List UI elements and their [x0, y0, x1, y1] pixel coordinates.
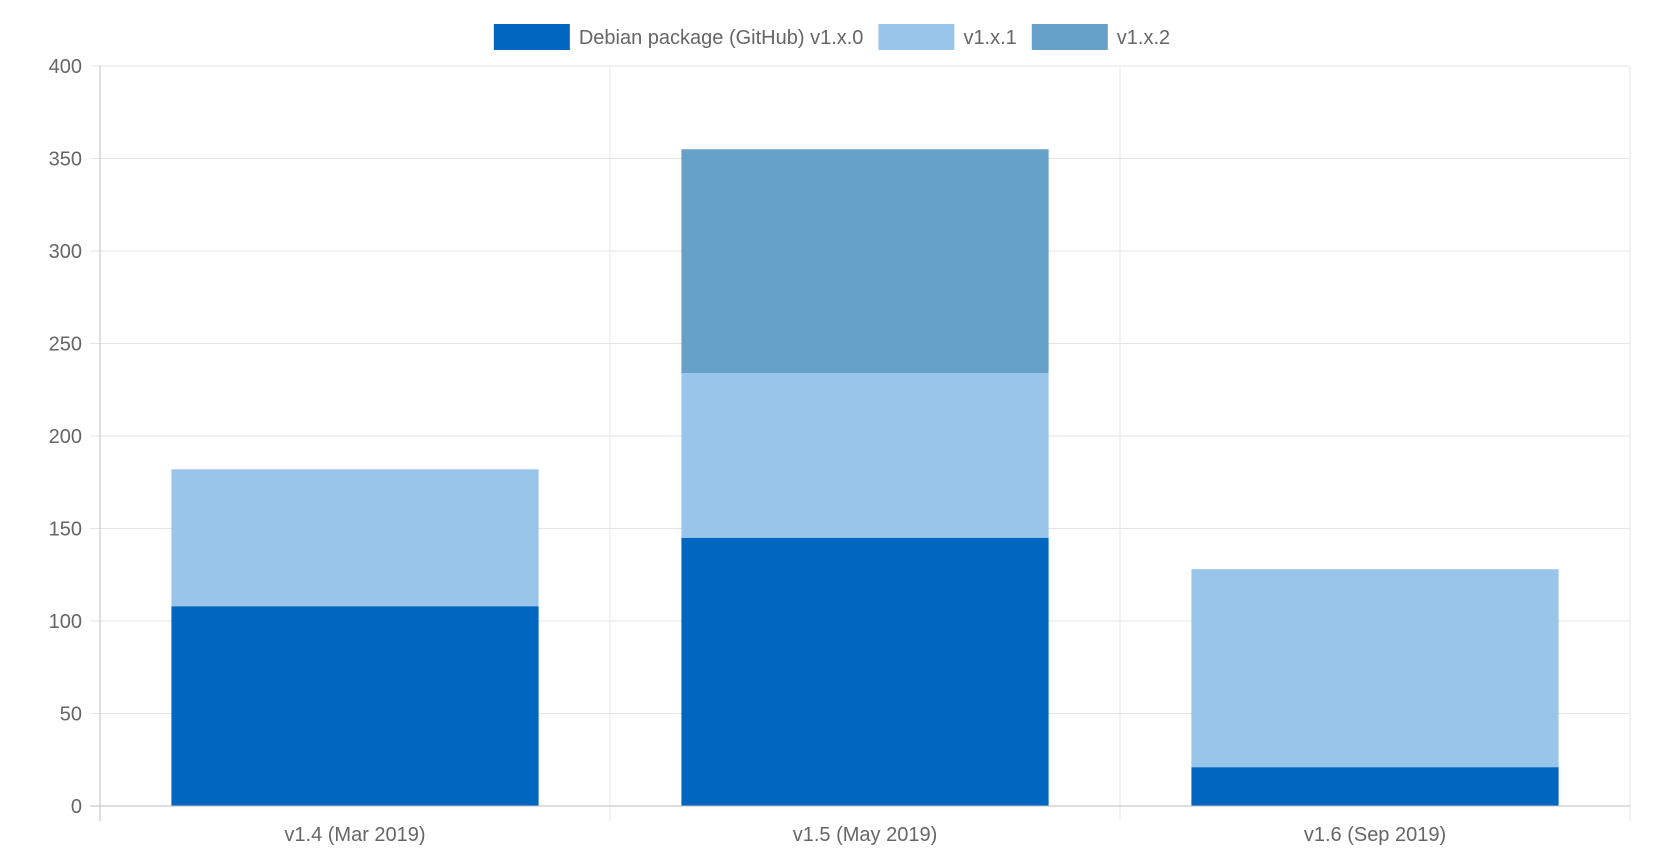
y-tick-label: 0	[71, 796, 82, 818]
legend-swatch	[1031, 24, 1108, 50]
legend-label: v1.x.2	[1117, 27, 1170, 49]
y-tick-label: 300	[49, 241, 82, 263]
x-axis-tick-labels: v1.4 (Mar 2019) v1.5 (May 2019) v1.6 (Sep …	[284, 824, 1446, 846]
bar-segment	[681, 537, 1049, 806]
y-tick-label: 200	[49, 426, 82, 448]
y-axis-tick-labels: 0 50 100 150 200 250 300 350 400	[49, 56, 82, 818]
y-tick-label: 400	[49, 56, 82, 78]
bar-segment	[171, 469, 539, 607]
y-tick-label: 150	[49, 519, 82, 541]
x-tick-label: v1.5 (May 2019)	[793, 824, 938, 846]
legend-swatch	[878, 24, 955, 50]
bar-segment	[1191, 767, 1559, 806]
y-tick-label: 50	[60, 704, 82, 726]
legend-label: v1.x.1	[963, 27, 1016, 49]
bar-segment	[681, 373, 1049, 538]
y-tick-label: 350	[49, 149, 82, 171]
legend-swatch	[493, 24, 570, 50]
bar-segment	[681, 149, 1049, 374]
x-tick-label: v1.6 (Sep 2019)	[1304, 824, 1446, 846]
y-tick-label: 100	[49, 611, 82, 633]
bar-segment	[171, 606, 539, 806]
y-tick-label: 250	[49, 334, 82, 356]
bars	[171, 149, 1559, 806]
axes	[99, 66, 1630, 807]
bar-segment	[1191, 569, 1559, 768]
x-tick-label: v1.4 (Mar 2019)	[284, 824, 425, 846]
legend: Debian package (GitHub) v1.x.0 v1.x.1 v1.x…	[493, 24, 1170, 50]
legend-label: Debian package (GitHub) v1.x.0	[579, 27, 864, 49]
